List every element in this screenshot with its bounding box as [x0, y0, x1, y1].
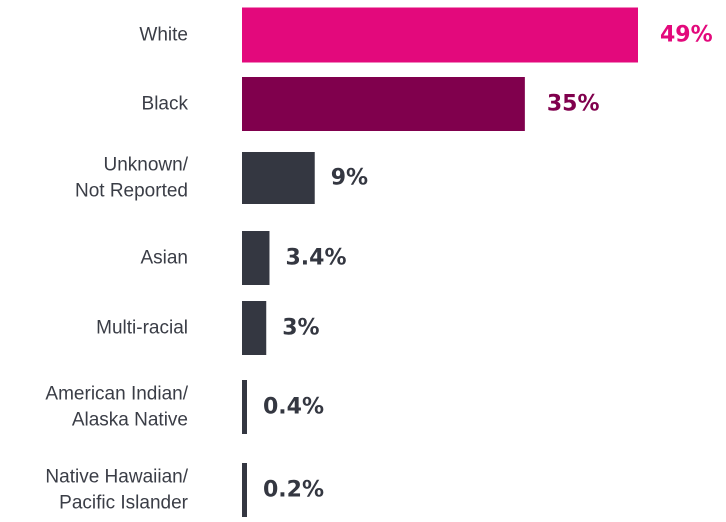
- category-label-3: Asian: [140, 248, 188, 269]
- value-label-6: 0.2%: [263, 478, 324, 503]
- bar-4: [242, 301, 267, 355]
- bar-5: [242, 380, 247, 434]
- category-label-0: White: [139, 25, 188, 46]
- value-label-2: 9%: [331, 166, 368, 191]
- value-label-4: 3%: [282, 316, 319, 341]
- value-label-5: 0.4%: [263, 395, 324, 420]
- bar-3: [242, 231, 270, 285]
- value-label-0: 49%: [660, 23, 713, 48]
- category-label-2: Unknown/Not Reported: [75, 155, 189, 202]
- bar-2: [242, 152, 315, 204]
- bar-1: [242, 77, 525, 131]
- category-label-5: American Indian/Alaska Native: [45, 384, 188, 431]
- category-label-4: Multi-racial: [96, 318, 188, 339]
- value-label-1: 35%: [547, 92, 600, 117]
- category-label-6: Native Hawaiian/Pacific Islander: [45, 467, 188, 514]
- bar-0: [242, 7, 638, 63]
- bar-6: [242, 463, 247, 517]
- value-label-3: 3.4%: [285, 246, 346, 271]
- category-label-1: Black: [142, 94, 189, 115]
